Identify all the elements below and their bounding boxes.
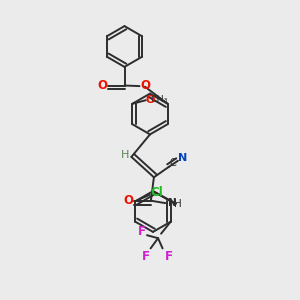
Text: CH₃: CH₃	[150, 95, 168, 104]
Text: O: O	[123, 194, 134, 207]
Text: H: H	[174, 199, 182, 209]
Text: F: F	[165, 250, 173, 263]
Text: O: O	[140, 79, 151, 92]
Text: O: O	[97, 79, 107, 92]
Text: N: N	[167, 198, 176, 208]
Text: O: O	[145, 95, 155, 105]
Text: F: F	[142, 250, 150, 263]
Text: C: C	[169, 158, 176, 169]
Text: Cl: Cl	[151, 185, 163, 199]
Text: F: F	[138, 225, 146, 238]
Text: H: H	[121, 149, 129, 160]
Text: N: N	[178, 153, 187, 163]
